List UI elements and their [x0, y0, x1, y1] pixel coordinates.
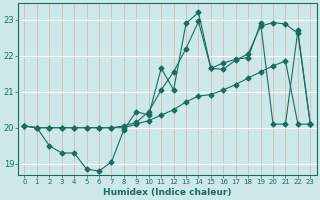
X-axis label: Humidex (Indice chaleur): Humidex (Indice chaleur) — [103, 188, 232, 197]
